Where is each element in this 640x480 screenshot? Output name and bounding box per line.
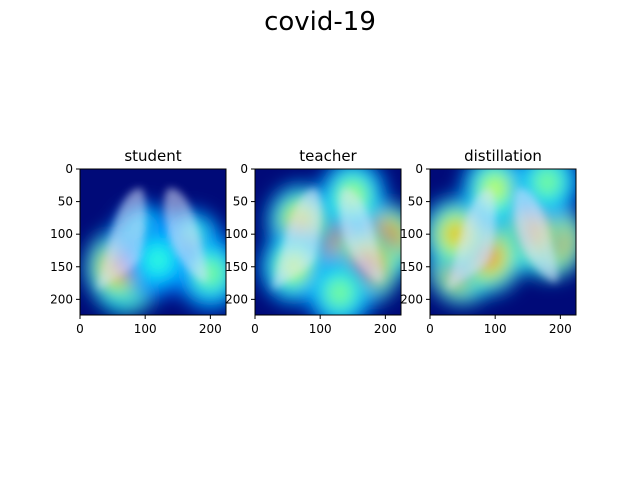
left-lung-overlay	[272, 188, 321, 291]
panel-title: student	[124, 147, 181, 165]
heatmap-panel-student: student 0 100 200 0 50 100 150 200	[50, 147, 227, 336]
y-tick-label: 200	[50, 292, 73, 306]
x-tick-label: 200	[199, 322, 222, 336]
left-lung-overlay	[97, 188, 146, 291]
y-tick-label: 0	[240, 162, 248, 176]
heat-blob	[537, 171, 557, 193]
x-tick-label: 100	[484, 322, 507, 336]
y-tick-label: 50	[408, 195, 423, 209]
y-tick-label: 150	[225, 260, 248, 274]
y-tick-label: 100	[400, 227, 423, 241]
y-tick-label: 150	[400, 260, 423, 274]
y-tick-label: 150	[50, 260, 73, 274]
y-tick-label: 200	[400, 292, 423, 306]
x-tick-label: 0	[426, 322, 434, 336]
y-tick-label: 200	[225, 292, 248, 306]
panel-title: distillation	[464, 147, 542, 165]
y-tick-label: 50	[58, 195, 73, 209]
y-tick-label: 0	[65, 162, 73, 176]
x-tick-label: 100	[309, 322, 332, 336]
figure-suptitle: covid-19	[264, 7, 376, 37]
panel-title: teacher	[299, 147, 357, 165]
x-tick-label: 100	[134, 322, 157, 336]
y-tick-label: 50	[233, 195, 248, 209]
axes-frame	[429, 168, 577, 316]
y-tick-label: 0	[415, 162, 423, 176]
y-tick-label: 100	[50, 227, 73, 241]
heat-blob	[330, 282, 350, 304]
heatmap-panel-teacher: teacher 0 100 200 0 50 100 150 200	[225, 147, 402, 336]
y-tick-label: 100	[225, 227, 248, 241]
left-lung-overlay	[447, 188, 496, 291]
heatmap-panel-distillation: distillation 0 100 200 0 50 100 150 200	[400, 147, 577, 336]
x-tick-label: 0	[251, 322, 259, 336]
right-lung-overlay	[163, 188, 208, 284]
x-tick-label: 200	[549, 322, 572, 336]
x-tick-label: 200	[374, 322, 397, 336]
right-lung-overlay	[338, 188, 383, 284]
right-lung-overlay	[513, 188, 558, 284]
axes-frame	[79, 168, 227, 316]
axes-frame	[254, 168, 402, 316]
heat-blob	[148, 249, 168, 271]
x-tick-label: 0	[76, 322, 84, 336]
